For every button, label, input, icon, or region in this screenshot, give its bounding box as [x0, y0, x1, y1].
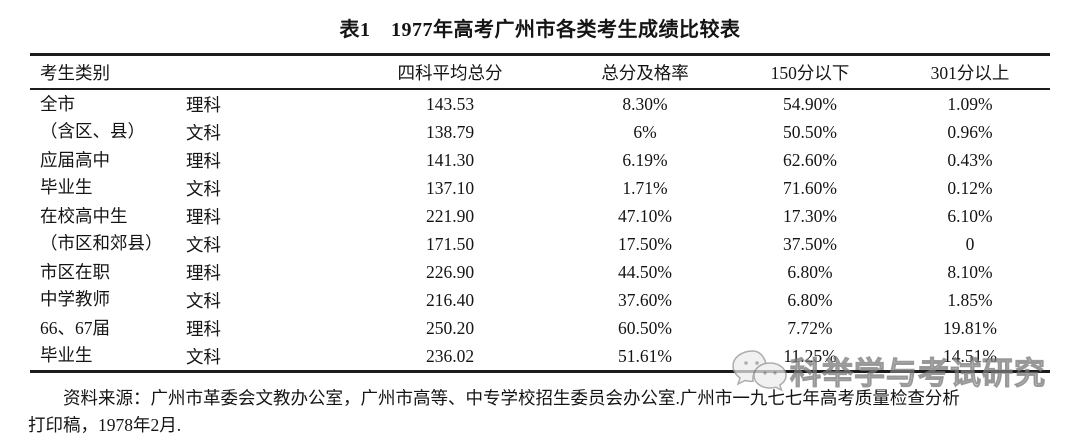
cell-avg: 143.53 — [425, 93, 475, 114]
cell-avg: 137.10 — [425, 177, 475, 198]
cell-pass: 60.50% — [618, 317, 672, 338]
cell-above301: 19.81% — [943, 317, 997, 338]
cell-avg: 236.02 — [425, 345, 475, 366]
cell-avg: 226.90 — [425, 261, 475, 282]
header-row: 考生类别 四科平均总分 总分及格率 150分以下 301分以上 — [30, 54, 1050, 90]
header-pass-rate: 总分及格率 — [560, 54, 730, 90]
table-row: 文科 236.02 51.61% 11.25% 14.51% — [30, 342, 1050, 372]
cell-below150: 6.80% — [787, 261, 833, 282]
category-line1: 在校高中生 — [40, 206, 128, 226]
cell-above301: 0 — [965, 233, 975, 254]
category-line1: 应届高中 — [40, 150, 110, 170]
table-row: 66、67届 毕业生 理科 250.20 60.50% 7.72% 19.81% — [30, 314, 1050, 366]
page-title: 表1 1977年高考广州市各类考生成绩比较表 — [339, 19, 741, 41]
cell-below150: 6.80% — [787, 289, 833, 310]
cell-pass: 6.19% — [622, 149, 668, 170]
score-comparison-table: 考生类别 四科平均总分 总分及格率 150分以下 301分以上 全市 （含区、县… — [30, 53, 1050, 373]
cell-above301: 1.09% — [947, 93, 993, 114]
cell-pass: 44.50% — [618, 261, 672, 282]
table-row: 市区在职 中学教师 理科 226.90 44.50% 6.80% 8.10% — [30, 258, 1050, 310]
track-cell: 理科 — [186, 262, 221, 283]
category-line2: 中学教师 — [40, 289, 110, 309]
cell-avg: 171.50 — [425, 233, 475, 254]
cell-pass: 51.61% — [618, 345, 672, 366]
category-line2: （市区和郊县） — [40, 233, 163, 253]
cell-avg: 250.20 — [425, 317, 475, 338]
header-avg-score: 四科平均总分 — [340, 54, 560, 90]
source-note-line1: 资料来源：广州市革委会文教办公室，广州市高等、中专学校招生委员会办公室.广州市一… — [63, 388, 960, 408]
cell-avg: 141.30 — [425, 149, 475, 170]
cell-below150: 37.50% — [783, 233, 837, 254]
track-cell: 理科 — [186, 318, 221, 339]
cell-above301: 0.96% — [947, 121, 993, 142]
table-row: 文科 137.10 1.71% 71.60% 0.12% — [30, 174, 1050, 202]
cell-pass: 17.50% — [618, 233, 672, 254]
table-row: 全市 （含区、县） 理科 143.53 8.30% 54.90% 1.09% — [30, 89, 1050, 142]
category-cell: 66、67届 毕业生 — [30, 314, 170, 372]
cell-avg: 138.79 — [425, 121, 475, 142]
cell-above301: 0.43% — [947, 149, 993, 170]
track-cell: 文科 — [186, 346, 221, 367]
track-cell: 理科 — [186, 150, 221, 171]
cell-pass: 1.71% — [622, 177, 668, 198]
cell-below150: 11.25% — [783, 345, 837, 366]
cell-below150: 54.90% — [783, 93, 837, 114]
cell-avg: 221.90 — [425, 205, 475, 226]
category-line1: 市区在职 — [40, 262, 110, 282]
category-cell: 在校高中生 （市区和郊县） — [30, 202, 170, 258]
table-row: 文科 171.50 17.50% 37.50% 0 — [30, 230, 1050, 258]
table-body: 全市 （含区、县） 理科 143.53 8.30% 54.90% 1.09% 文… — [30, 89, 1050, 372]
cell-below150: 71.60% — [783, 177, 837, 198]
category-line1: 66、67届 — [40, 318, 110, 338]
source-note-line2: 打印稿，1978年2月. — [28, 415, 182, 435]
cell-above301: 0.12% — [947, 177, 993, 198]
category-line2: 毕业生 — [40, 345, 93, 365]
source-note: 资料来源：广州市革委会文教办公室，广州市高等、中专学校招生委员会办公室.广州市一… — [28, 385, 1052, 439]
track-cell: 文科 — [186, 234, 221, 255]
table-row: 在校高中生 （市区和郊县） 理科 221.90 47.10% 17.30% 6.… — [30, 202, 1050, 254]
table-row: 应届高中 毕业生 理科 141.30 6.19% 62.60% 0.43% — [30, 146, 1050, 198]
header-above-301: 301分以上 — [890, 54, 1050, 90]
category-line2: （含区、县） — [40, 121, 145, 141]
category-cell: 市区在职 中学教师 — [30, 258, 170, 314]
cell-pass: 37.60% — [618, 289, 672, 310]
table-row: 文科 138.79 6% 50.50% 0.96% — [30, 118, 1050, 146]
track-cell: 文科 — [186, 290, 221, 311]
category-cell: 全市 （含区、县） — [30, 89, 170, 146]
cell-below150: 17.30% — [783, 205, 837, 226]
category-line1: 全市 — [40, 94, 75, 114]
cell-avg: 216.40 — [425, 289, 475, 310]
cell-pass: 8.30% — [622, 93, 668, 114]
track-cell: 理科 — [186, 94, 221, 115]
cell-below150: 62.60% — [783, 149, 837, 170]
table-row: 文科 216.40 37.60% 6.80% 1.85% — [30, 286, 1050, 314]
cell-pass: 6% — [633, 121, 657, 142]
table-header: 考生类别 四科平均总分 总分及格率 150分以下 301分以上 — [30, 54, 1050, 90]
page: { "title": "表1 1977年高考广州市各类考生成绩比较表", "ta… — [28, 19, 1050, 435]
cell-above301: 8.10% — [947, 261, 993, 282]
track-cell: 文科 — [186, 122, 221, 143]
track-cell: 文科 — [186, 178, 221, 199]
header-category: 考生类别 — [30, 54, 340, 90]
header-below-150: 150分以下 — [730, 54, 890, 90]
category-line2: 毕业生 — [40, 177, 93, 197]
cell-below150: 50.50% — [783, 121, 837, 142]
cell-below150: 7.72% — [787, 317, 833, 338]
cell-pass: 47.10% — [618, 205, 672, 226]
cell-above301: 14.51% — [943, 345, 997, 366]
category-cell: 应届高中 毕业生 — [30, 146, 170, 202]
cell-above301: 6.10% — [947, 205, 993, 226]
cell-above301: 1.85% — [947, 289, 993, 310]
track-cell: 理科 — [186, 206, 221, 227]
